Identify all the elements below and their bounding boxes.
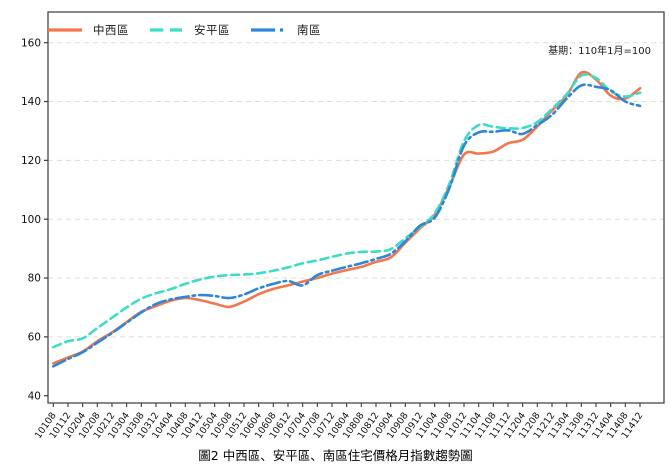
chart-title: 圖2 中西區、安平區、南區住宅價格月指數趨勢圖 (198, 448, 473, 463)
legend-item-zhongxi: 中西區 (48, 22, 129, 38)
base-period-note: 基期：110年1月=100 (548, 46, 651, 57)
legend-label-anping: 安平區 (194, 23, 230, 37)
y-tick-label-40: 40 (28, 390, 41, 402)
series-line-安平區 (52, 73, 642, 349)
series-line-中西區 (52, 70, 642, 365)
legend-line-solid-icon (48, 28, 82, 32)
series-line-南區 (52, 83, 642, 368)
y-tick-label-120: 120 (21, 155, 41, 167)
legend-item-nan: 南區 (250, 22, 321, 38)
y-tick-label-60: 60 (28, 331, 41, 343)
y-tick-label-80: 80 (28, 273, 41, 285)
legend-line-dashed-icon (150, 28, 182, 32)
legend-label-zhongxi: 中西區 (93, 23, 129, 37)
y-tick-label-100: 100 (21, 214, 41, 226)
chart-legend: 中西區 安平區 南區 (48, 21, 341, 39)
y-tick-label-160: 160 (21, 37, 41, 49)
legend-line-dashdot-icon (251, 28, 285, 32)
legend-item-anping: 安平區 (149, 22, 230, 38)
legend-label-nan: 南區 (297, 23, 321, 37)
axes-frame (47, 11, 665, 404)
y-tick-label-140: 140 (21, 96, 41, 108)
